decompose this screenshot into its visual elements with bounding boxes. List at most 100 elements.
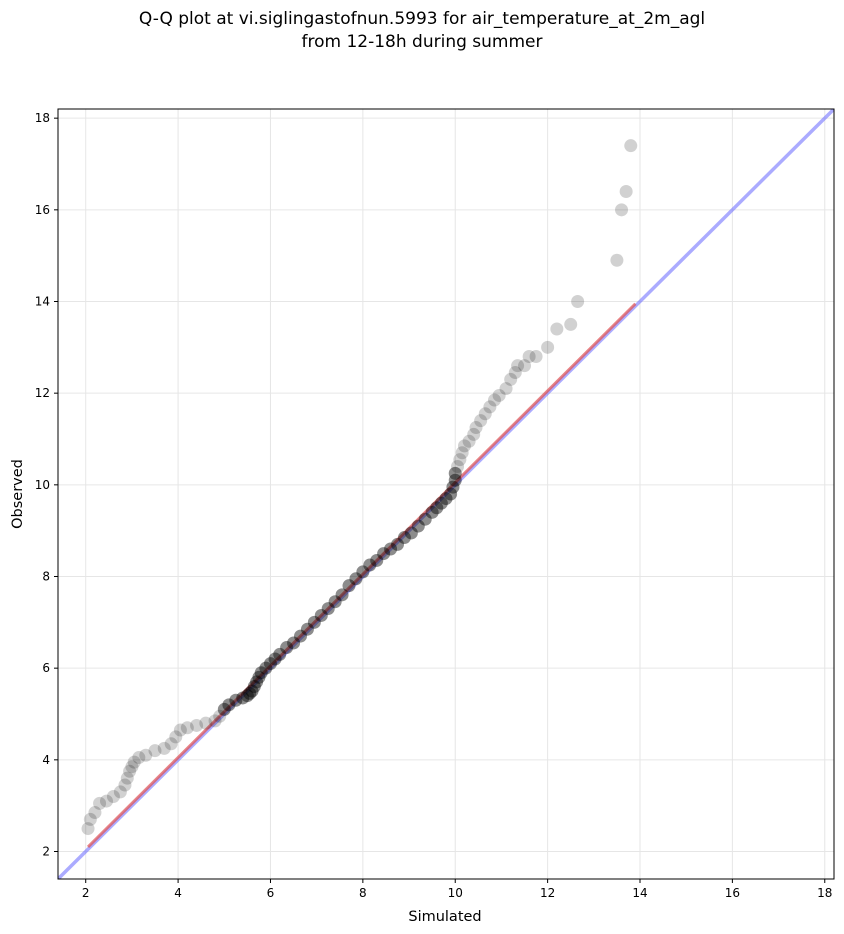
data-point [208, 714, 222, 728]
y-tick-label: 8 [42, 570, 50, 584]
data-point [571, 295, 585, 308]
data-point [93, 796, 107, 810]
data-point [370, 553, 384, 567]
data-point [451, 460, 465, 473]
data-point [328, 595, 342, 609]
chart-title-line-1: Q-Q plot at vi.siglingastofnun.5993 for … [138, 9, 706, 29]
data-point [88, 806, 102, 820]
x-tick-label: 8 [359, 886, 367, 900]
x-axis-label: Simulated [408, 909, 481, 925]
data-point [294, 629, 307, 643]
data-point [190, 718, 204, 732]
y-tick-label: 6 [42, 661, 50, 675]
reference-line [58, 109, 834, 879]
data-point [411, 519, 425, 533]
data-point [123, 764, 137, 778]
grid-lines [58, 109, 834, 879]
data-point [564, 317, 578, 331]
data-point [469, 421, 483, 435]
data-point [446, 480, 460, 494]
data-point [300, 622, 314, 636]
data-point [518, 359, 532, 373]
x-tick-label: 12 [540, 886, 555, 900]
data-point [363, 558, 377, 572]
data-point [222, 698, 236, 712]
data-point [448, 466, 462, 480]
data-points [81, 139, 638, 836]
x-tick-label: 14 [632, 886, 647, 900]
y-axis-label: Observed [10, 459, 26, 529]
data-point [418, 512, 432, 526]
y-tick-label: 10 [35, 478, 50, 492]
data-point [118, 778, 132, 792]
data-point [541, 340, 555, 354]
x-tick-label: 2 [82, 886, 90, 900]
data-point [113, 785, 127, 799]
data-point [342, 579, 356, 593]
data-point [199, 716, 213, 730]
data-point [245, 684, 259, 698]
data-point [430, 501, 444, 515]
data-point [247, 680, 261, 693]
data-point [610, 253, 624, 267]
data-point [83, 812, 97, 826]
x-tick-label: 16 [725, 886, 740, 900]
data-point [132, 751, 146, 765]
data-point [457, 439, 471, 453]
data-point [425, 505, 439, 519]
x-tick-label: 10 [448, 886, 463, 900]
data-point [467, 427, 481, 441]
data-point [448, 473, 462, 487]
plot-frame [57, 108, 835, 880]
y-tick-label: 14 [35, 295, 50, 309]
data-point [478, 407, 492, 421]
data-point [180, 721, 194, 735]
data-point [619, 185, 633, 198]
data-point [100, 794, 113, 808]
data-point [356, 565, 370, 579]
y-tick-label: 2 [42, 845, 50, 859]
data-point [335, 588, 349, 602]
data-point [439, 492, 453, 506]
data-point [529, 350, 543, 363]
data-point [455, 446, 469, 460]
data-point [236, 691, 250, 705]
data-point [287, 636, 301, 650]
data-point [391, 537, 404, 551]
data-point [148, 744, 162, 758]
data-point [307, 615, 321, 629]
x-tick-label: 6 [267, 886, 275, 900]
data-point [127, 755, 141, 769]
data-point [125, 760, 139, 774]
data-point [321, 602, 335, 616]
data-point [499, 382, 513, 396]
y-tick-label: 18 [35, 111, 50, 125]
data-point [624, 139, 638, 153]
data-point [483, 400, 497, 414]
data-point [243, 686, 257, 700]
data-point [511, 359, 525, 373]
data-point [453, 453, 467, 467]
data-point [268, 652, 282, 666]
data-point [397, 531, 411, 545]
data-point [492, 388, 506, 402]
data-point [384, 542, 398, 556]
x-tick-label: 4 [174, 886, 182, 900]
data-point [106, 790, 120, 803]
data-point [377, 547, 391, 561]
data-point [474, 414, 488, 428]
data-point [462, 434, 476, 448]
data-point [550, 322, 564, 336]
data-point [263, 657, 277, 671]
data-point [434, 496, 448, 510]
data-point [615, 203, 629, 217]
data-point [273, 647, 287, 661]
data-point [139, 748, 153, 762]
data-point [259, 661, 273, 675]
data-point [488, 393, 501, 407]
x-tick-label: 18 [817, 886, 832, 900]
data-point [157, 741, 171, 755]
data-point [229, 693, 243, 707]
data-point [254, 666, 268, 680]
